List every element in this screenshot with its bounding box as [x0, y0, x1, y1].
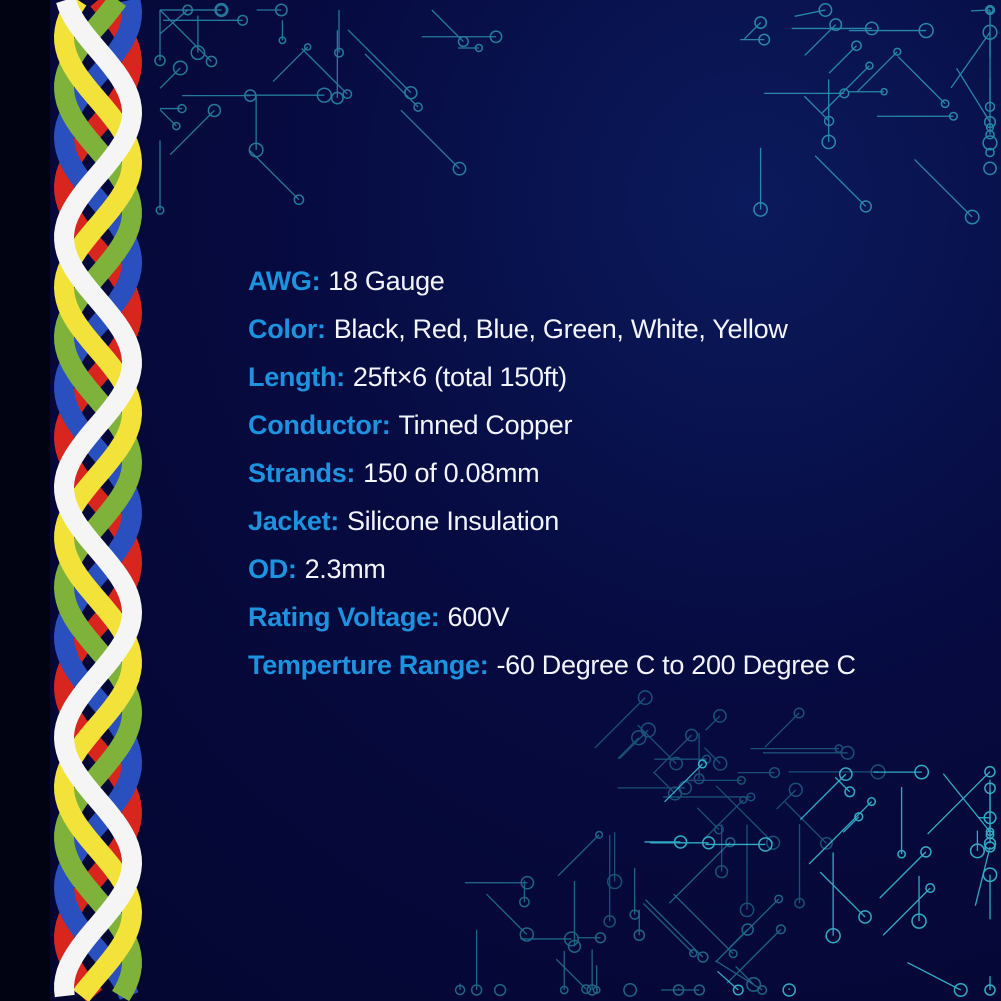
- circuit-cluster: [644, 759, 998, 998]
- spec-label: Color:: [248, 314, 326, 344]
- spec-list: AWG: 18 Gauge Color: Black, Red, Blue, Gre…: [248, 262, 856, 694]
- spec-color: Color: Black, Red, Blue, Green, White, Ye…: [248, 310, 856, 358]
- spec-value: 25ft×6 (total 150ft): [352, 362, 567, 392]
- spec-value: -60 Degree C to 200 Degree C: [496, 650, 856, 680]
- spec-label: Temperture Range:: [248, 650, 489, 680]
- spec-temperature-range: Temperture Range: -60 Degree C to 200 Deg…: [248, 646, 856, 694]
- spec-label: Length:: [248, 362, 345, 392]
- twisted-wires-image: [0, 0, 143, 1001]
- spec-value: 2.3mm: [304, 554, 386, 584]
- spec-strands: Strands: 150 of 0.08mm: [248, 454, 856, 502]
- spec-value: 18 Gauge: [328, 266, 445, 296]
- spec-jacket: Jacket: Silicone Insulation: [248, 502, 856, 550]
- circuit-cluster: [154, 2, 503, 215]
- circuit-cluster: [594, 690, 886, 928]
- spec-label: OD:: [248, 554, 297, 584]
- spec-value: 600V: [447, 602, 510, 632]
- circuit-cluster: [454, 830, 786, 997]
- wire: [53, 0, 143, 998]
- spec-value: 150 of 0.08mm: [363, 458, 540, 488]
- spec-length: Length: 25ft×6 (total 150ft): [248, 358, 856, 406]
- spec-label: Conductor:: [248, 410, 391, 440]
- spec-value: Black, Red, Blue, Green, White, Yellow: [333, 314, 788, 344]
- circuit-cluster: [740, 3, 998, 225]
- spec-value: Tinned Copper: [398, 410, 573, 440]
- spec-rating-voltage: Rating Voltage: 600V: [248, 598, 856, 646]
- spec-od: OD: 2.3mm: [248, 550, 856, 598]
- spec-label: AWG:: [248, 266, 321, 296]
- spec-label: Rating Voltage:: [248, 602, 440, 632]
- spec-label: Jacket:: [248, 506, 339, 536]
- spec-conductor: Conductor: Tinned Copper: [248, 406, 856, 454]
- spec-value: Silicone Insulation: [346, 506, 559, 536]
- wire: [53, 0, 143, 1001]
- spec-awg: AWG: 18 Gauge: [248, 262, 856, 310]
- spec-label: Strands:: [248, 458, 356, 488]
